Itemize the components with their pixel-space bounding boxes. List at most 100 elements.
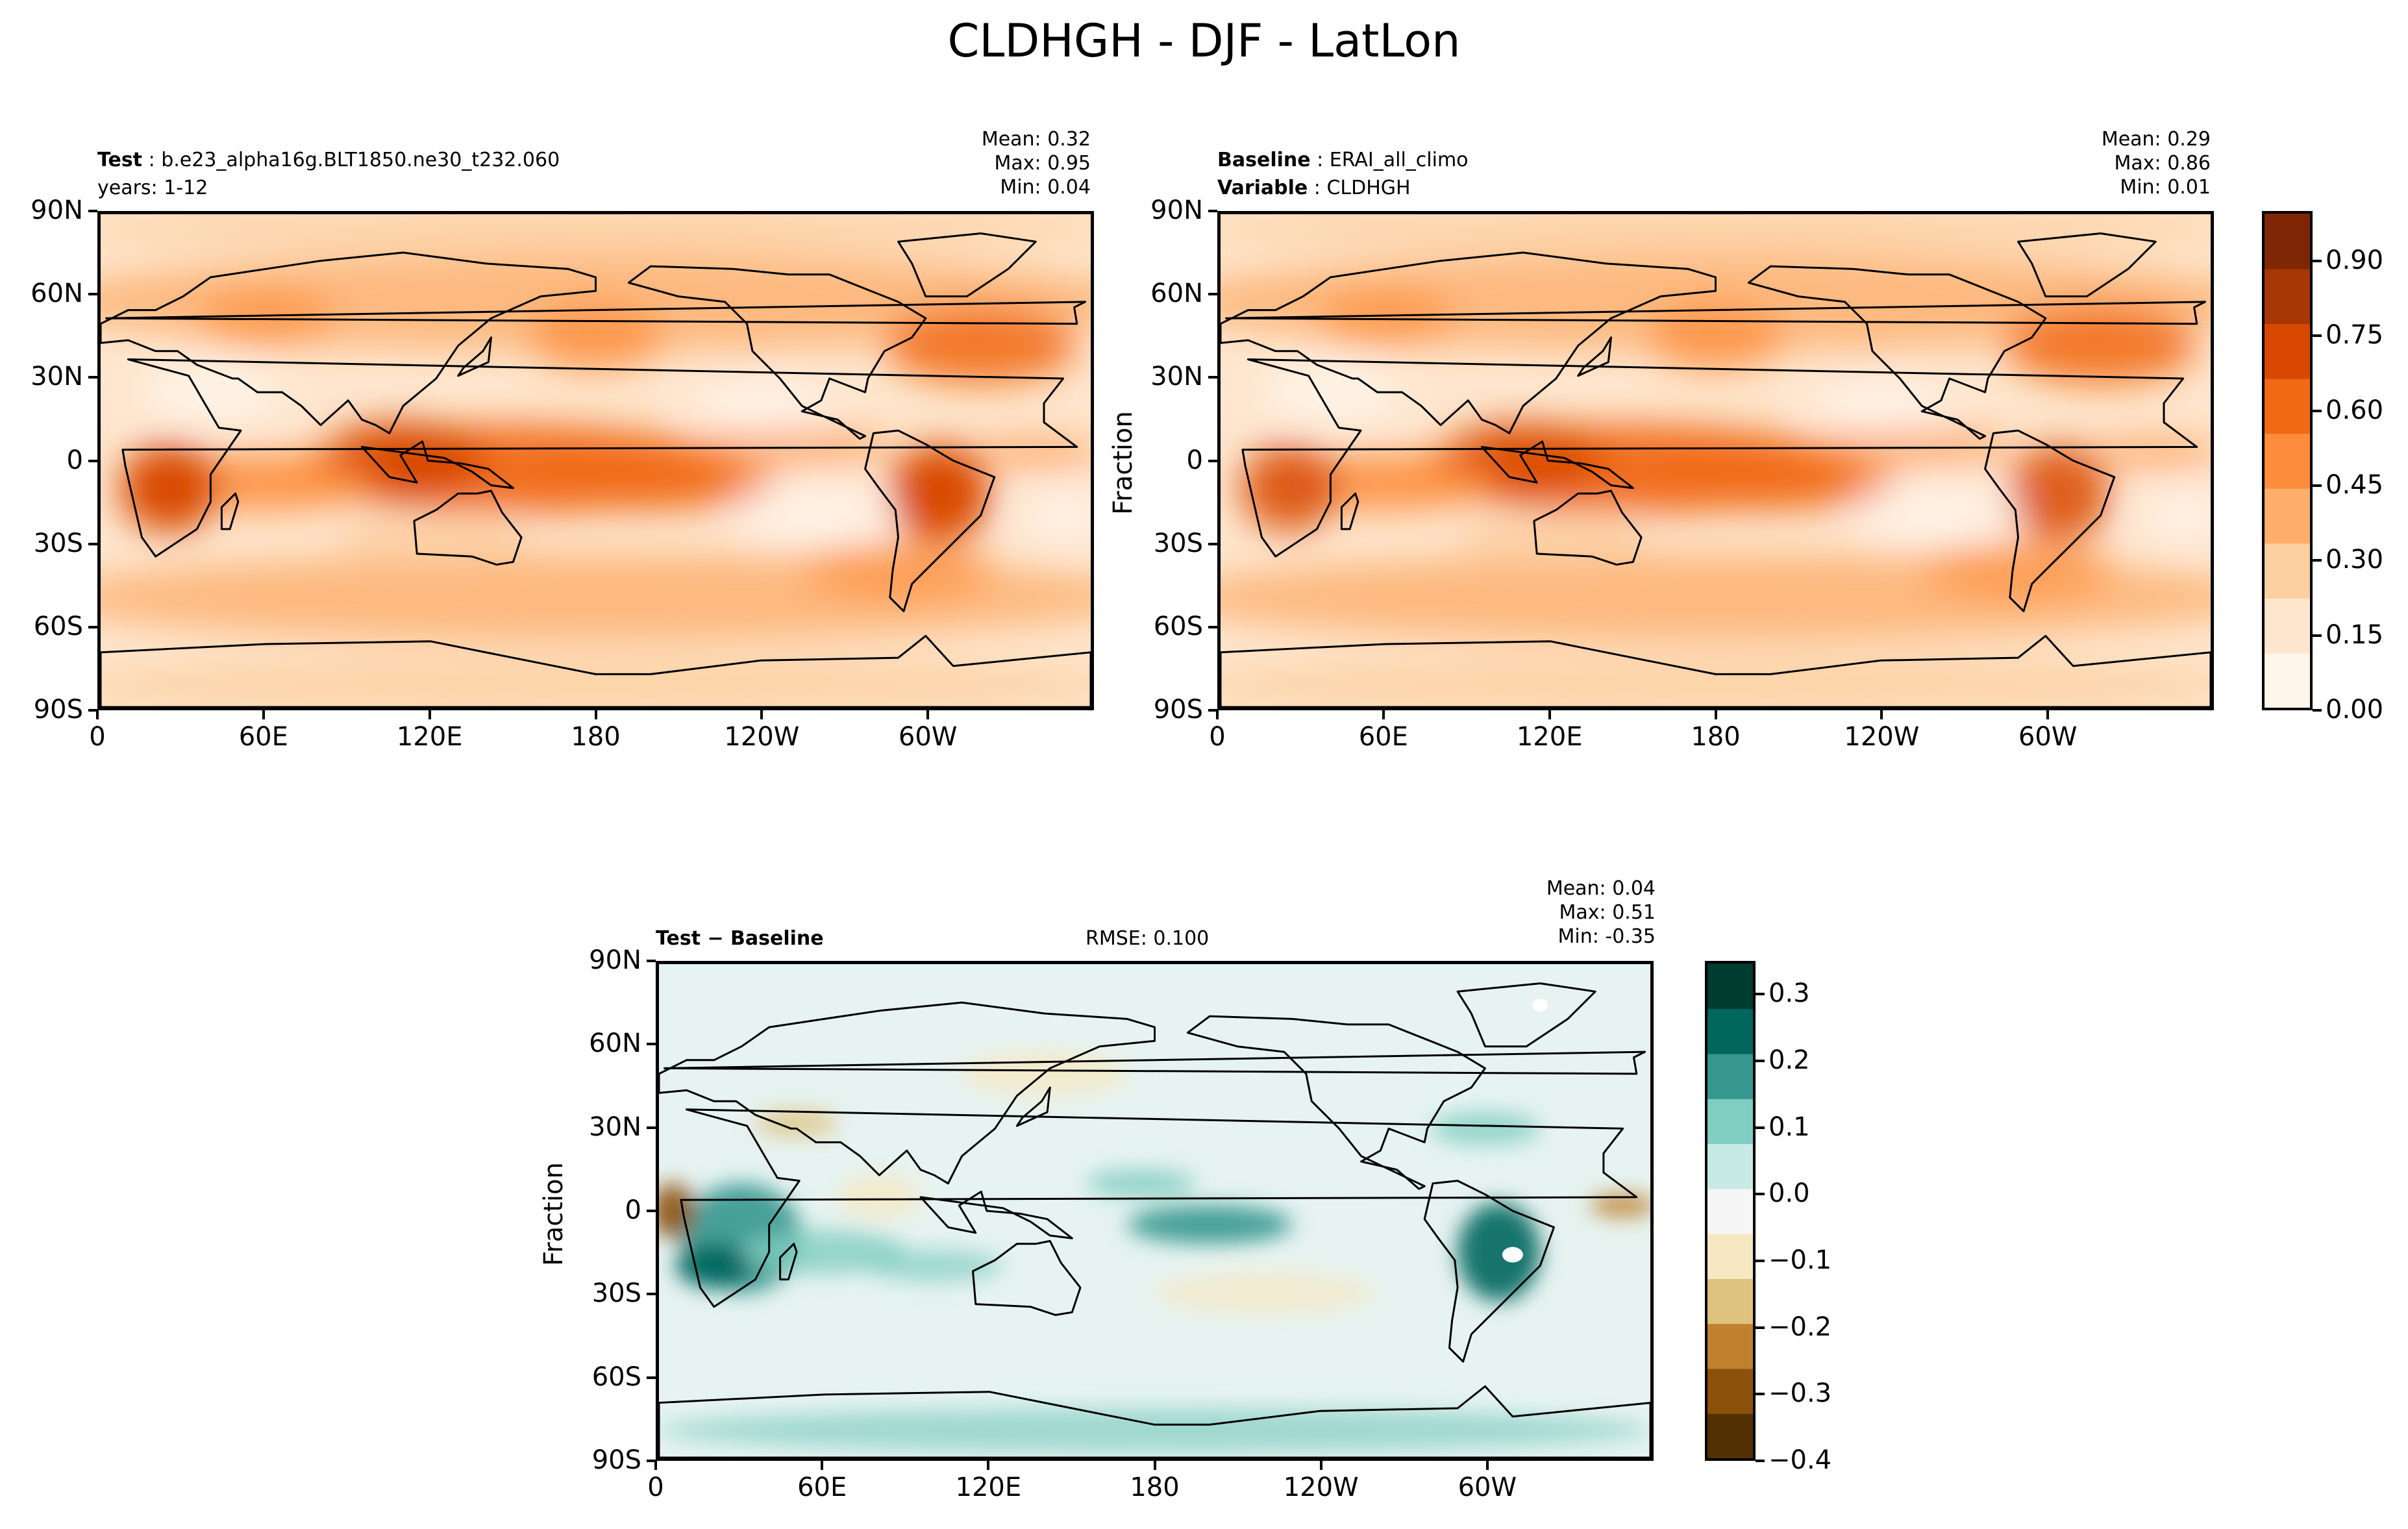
- coastline-4: [1984, 429, 2116, 612]
- diff-xtick-mark: [1485, 1461, 1489, 1470]
- test-map: [97, 211, 1094, 710]
- diff-ytick-label: 60S: [591, 1361, 641, 1392]
- field-dry: [142, 367, 280, 417]
- baseline-xtick-mark: [1714, 710, 1717, 719]
- baseline-xtick-label: 60E: [1358, 722, 1408, 752]
- test-ytick-mark: [88, 210, 97, 212]
- diff-xtick-mark: [654, 1461, 657, 1470]
- diff-ytick-mark: [647, 1376, 656, 1379]
- diff-colorbar-segment: [1707, 1278, 1753, 1324]
- diff-blob: [741, 1230, 907, 1274]
- coastline-2: [972, 1239, 1082, 1316]
- test-ytick-label: 60N: [31, 279, 83, 309]
- test-xtick-label: 180: [571, 722, 621, 752]
- diff-blob: [1127, 1205, 1293, 1244]
- baseline-xtick-label: 60W: [2018, 722, 2078, 752]
- diff-blob: [1430, 1112, 1541, 1145]
- baseline-ytick-label: 60S: [1153, 611, 1203, 641]
- diff-blob: [838, 1175, 921, 1219]
- field-blob: [967, 438, 1091, 466]
- baseline-colorbar-tick: [2313, 709, 2322, 712]
- field-dry: [334, 512, 527, 562]
- test-xtick-label: 60W: [898, 722, 958, 752]
- diff-colorbar: [1705, 961, 1756, 1461]
- baseline-colorbar-tick: [2313, 259, 2322, 262]
- test-xtick-mark: [594, 710, 597, 719]
- baseline-ytick-mark: [1208, 376, 1217, 379]
- baseline-colorbar-tick: [2313, 409, 2322, 412]
- diff-ytick-mark: [647, 960, 656, 962]
- diff-colorbar-segment: [1707, 1188, 1753, 1234]
- diff-colorbar-label: −0.4: [1769, 1445, 1832, 1475]
- baseline-colorbar-label: 0.00: [2326, 695, 2384, 725]
- diff-xtick-mark: [1153, 1461, 1156, 1470]
- diff-extreme-patch: [1532, 999, 1548, 1012]
- diff-colorbar-label: −0.2: [1769, 1311, 1832, 1342]
- baseline-colorbar-tick: [2313, 559, 2322, 562]
- baseline-ytick-label: 60N: [1150, 279, 1203, 309]
- test-title-line1: Test : b.e23_alpha16g.BLT1850.ne30_t232.…: [97, 149, 560, 171]
- diff-colorbar-tick: [1756, 993, 1765, 996]
- diff-colorbar-segment: [1707, 1053, 1753, 1099]
- baseline-ytick-mark: [1208, 459, 1217, 462]
- diff-blob: [1458, 1202, 1541, 1302]
- baseline-ytick-label: 30N: [1150, 362, 1203, 392]
- baseline-title-line2: Variable : CLDHGH: [1217, 177, 1411, 199]
- field-dry: [691, 384, 830, 428]
- baseline-colorbar-label: 0.75: [2326, 320, 2384, 351]
- diff-ytick-label: 30N: [589, 1112, 641, 1142]
- baseline-map: [1217, 211, 2214, 710]
- test-ytick-label: 30S: [33, 528, 83, 558]
- diff-blob: [1154, 1271, 1375, 1315]
- baseline-ytick-label: 0: [1186, 445, 1203, 475]
- field-dry: [1454, 512, 1647, 562]
- diff-xtick-mark: [987, 1461, 990, 1470]
- field-dry: [2142, 493, 2211, 538]
- baseline-xtick-label: 120W: [1844, 722, 1920, 752]
- test-ytick-mark: [88, 459, 97, 462]
- field-dry: [1853, 490, 2018, 540]
- field-blob: [119, 444, 219, 532]
- coastline-7: [919, 1190, 1073, 1239]
- field-band: [101, 658, 1091, 707]
- diff-colorbar-tick: [1756, 1326, 1765, 1329]
- field-dry: [733, 490, 899, 540]
- field-blob: [2087, 438, 2211, 466]
- test-ytick-label: 90N: [31, 195, 83, 225]
- test-xtick-mark: [96, 710, 99, 719]
- diff-xtick-label: 120W: [1283, 1473, 1359, 1502]
- diff-blob: [675, 1243, 753, 1288]
- coastline-9: [664, 1050, 1646, 1075]
- coastline-10: [1015, 1086, 1051, 1127]
- field-blob: [527, 455, 775, 510]
- coastline-9: [105, 301, 1086, 325]
- baseline-xtick-mark: [1216, 710, 1219, 719]
- coastline-0: [1241, 358, 2198, 558]
- baseline-xtick-label: 0: [1209, 722, 1226, 752]
- coastline-6: [659, 1385, 1650, 1458]
- field-dry: [1261, 367, 1400, 417]
- test-ytick-mark: [88, 709, 97, 712]
- diff-blob: [659, 1408, 1650, 1452]
- baseline-xtick-mark: [1382, 710, 1385, 719]
- field-blob: [802, 543, 995, 598]
- field-blob: [1646, 305, 1785, 371]
- test-xtick-mark: [760, 710, 763, 719]
- diff-xtick-label: 60E: [797, 1473, 847, 1502]
- diff-ytick-label: 90N: [589, 945, 641, 975]
- diff-blob: [755, 1109, 838, 1137]
- field-blob: [1646, 455, 1894, 510]
- baseline-colorbar-segment: [2265, 323, 2310, 379]
- diff-map: [656, 961, 1654, 1461]
- diff-colorbar-segment: [1707, 1008, 1753, 1054]
- diff-stats: Mean: 0.04 Max: 0.51 Min: -0.35: [1546, 877, 1656, 948]
- baseline-colorbar-segment: [2265, 488, 2310, 544]
- coastline-3: [627, 265, 927, 440]
- diff-ytick-mark: [647, 1210, 656, 1212]
- diff-colorbar-tick: [1756, 1126, 1765, 1129]
- test-ytick-mark: [88, 376, 97, 379]
- coastline-2: [413, 490, 523, 566]
- coastline-1: [101, 251, 597, 434]
- diff-ytick-label: 90S: [591, 1445, 641, 1475]
- diff-xtick-mark: [821, 1461, 824, 1470]
